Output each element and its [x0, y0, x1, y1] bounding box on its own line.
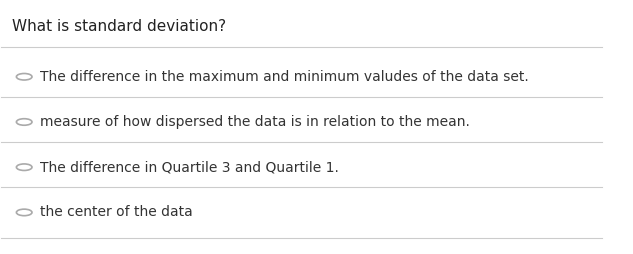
Text: measure of how dispersed the data is in relation to the mean.: measure of how dispersed the data is in … — [41, 115, 470, 129]
Text: The difference in the maximum and minimum valudes of the data set.: The difference in the maximum and minimu… — [41, 70, 529, 84]
Text: the center of the data: the center of the data — [41, 205, 193, 219]
Text: The difference in Quartile 3 and Quartile 1.: The difference in Quartile 3 and Quartil… — [41, 160, 339, 174]
Text: What is standard deviation?: What is standard deviation? — [12, 19, 227, 34]
